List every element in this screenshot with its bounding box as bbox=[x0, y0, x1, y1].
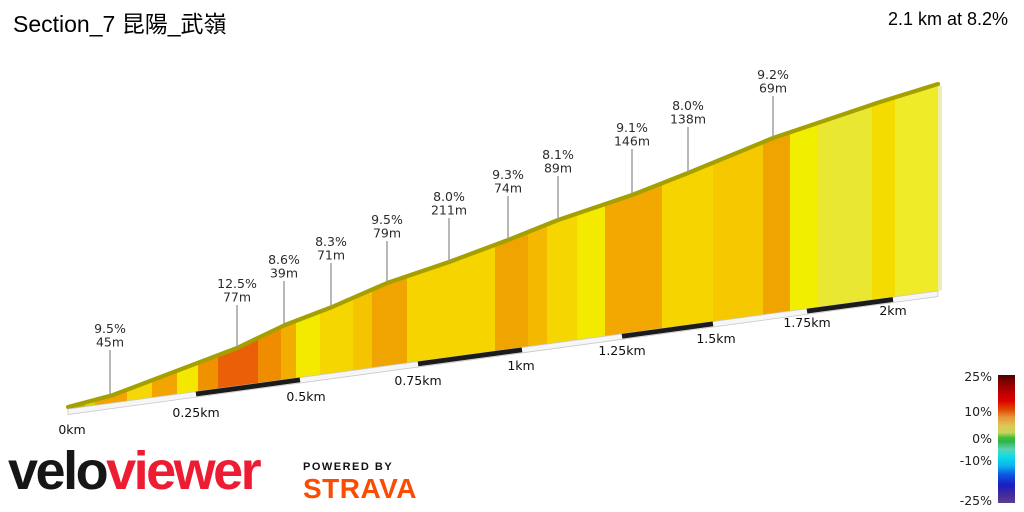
gradient-band bbox=[818, 104, 872, 308]
segment-label: 12.5% 77m bbox=[217, 276, 257, 305]
axis-distance-bar bbox=[621, 321, 714, 339]
profile-ridge bbox=[65, 81, 941, 410]
gradient-band bbox=[407, 244, 495, 364]
page-title: Section_7 昆陽_武嶺 bbox=[13, 11, 227, 37]
segment-label: 8.0% 211m bbox=[431, 189, 467, 218]
axis-tick-label: 1.25km bbox=[598, 343, 645, 358]
veloviewer-logo: veloviewer bbox=[8, 441, 262, 501]
gradient-band bbox=[495, 232, 528, 352]
segment-label: 9.2% 69m bbox=[757, 67, 789, 96]
segment-label: 8.6% 39m bbox=[268, 252, 300, 281]
gradient-band bbox=[872, 97, 895, 300]
axis-tick-label: 1.75km bbox=[783, 315, 830, 330]
gradient-band bbox=[763, 132, 790, 315]
legend-scale-label: -10% bbox=[959, 453, 992, 468]
axis-tick-label: 2km bbox=[879, 303, 906, 318]
gradient-band bbox=[353, 289, 372, 371]
axis-tick-label: 1km bbox=[507, 358, 534, 373]
axis-tick-label: 0.25km bbox=[172, 405, 219, 420]
axis-tick-label: 0km bbox=[58, 422, 85, 437]
gradient-band bbox=[790, 122, 818, 312]
gradient-band bbox=[127, 380, 152, 401]
gradient-band bbox=[372, 276, 407, 368]
veloviewer-logo-velo: velo bbox=[8, 441, 109, 501]
gradient-band bbox=[152, 370, 177, 398]
axis-distance-bar bbox=[417, 347, 523, 367]
gradient-band bbox=[281, 320, 296, 381]
profile-side-face bbox=[938, 84, 942, 291]
strava-logo: POWERED BY STRAVA bbox=[303, 461, 417, 503]
gradient-band bbox=[296, 311, 320, 379]
gradient-band bbox=[547, 213, 577, 345]
gradient-band bbox=[895, 84, 938, 297]
gradient-band bbox=[320, 297, 353, 375]
axis-tick-label: 0.75km bbox=[394, 373, 441, 388]
segment-label: 8.3% 71m bbox=[315, 234, 347, 263]
gradient-band bbox=[577, 204, 605, 340]
legend-scale-label: 0% bbox=[972, 431, 992, 446]
gradient-band bbox=[528, 224, 547, 347]
legend-scale-label: 25% bbox=[964, 369, 992, 384]
veloviewer-logo-viewer: viewer bbox=[106, 441, 262, 501]
gradient-band bbox=[662, 162, 713, 329]
segment-label: 9.5% 79m bbox=[371, 212, 403, 241]
segment-label: 9.3% 74m bbox=[492, 167, 524, 196]
gradient-band bbox=[258, 326, 281, 384]
gradient-band bbox=[713, 142, 763, 322]
segment-label: 9.5% 45m bbox=[94, 321, 126, 350]
legend-scale-label: -25% bbox=[959, 493, 992, 508]
axis-tick-label: 0.5km bbox=[286, 389, 325, 404]
powered-by-label: POWERED BY bbox=[303, 461, 394, 473]
gradient-band bbox=[218, 337, 258, 389]
segment-label: 8.0% 138m bbox=[670, 98, 706, 127]
segment-label: 9.1% 146m bbox=[614, 120, 650, 149]
strava-wordmark: STRAVA bbox=[303, 473, 417, 504]
axis-distance-bar bbox=[195, 377, 301, 397]
climb-summary: 2.1 km at 8.2% bbox=[887, 9, 1008, 29]
axis-distance-bar bbox=[806, 297, 894, 314]
legend-scale-label: 10% bbox=[964, 404, 992, 419]
axis-tick-label: 1.5km bbox=[696, 331, 735, 346]
gradient-legend-bar bbox=[998, 375, 1015, 503]
segment-label: 8.1% 89m bbox=[542, 147, 574, 176]
gradient-band bbox=[198, 355, 218, 392]
gradient-band bbox=[605, 183, 662, 337]
